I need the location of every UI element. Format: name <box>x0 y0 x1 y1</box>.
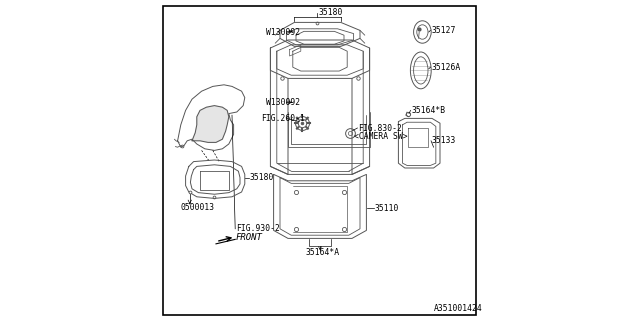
Text: 35133: 35133 <box>431 136 456 145</box>
Text: W130092: W130092 <box>266 98 300 107</box>
Text: 35164*B: 35164*B <box>412 106 445 115</box>
Text: FIG.260-1: FIG.260-1 <box>261 114 305 123</box>
Text: FIG.930-2: FIG.930-2 <box>236 224 280 233</box>
Text: 35126A: 35126A <box>431 63 461 72</box>
Text: 35180: 35180 <box>319 8 343 17</box>
Text: <CAMERA SW>: <CAMERA SW> <box>354 132 407 140</box>
Polygon shape <box>192 106 229 142</box>
Text: FRONT: FRONT <box>236 233 262 242</box>
Text: FIG.830-2: FIG.830-2 <box>358 124 402 132</box>
Text: 35127: 35127 <box>431 26 456 35</box>
Text: 35180: 35180 <box>250 173 274 182</box>
Text: 35164*A: 35164*A <box>306 248 340 257</box>
Text: W130092: W130092 <box>266 28 300 36</box>
Text: A351001424: A351001424 <box>434 304 483 313</box>
Text: 35110: 35110 <box>374 204 399 212</box>
Text: 0500013: 0500013 <box>181 203 215 212</box>
